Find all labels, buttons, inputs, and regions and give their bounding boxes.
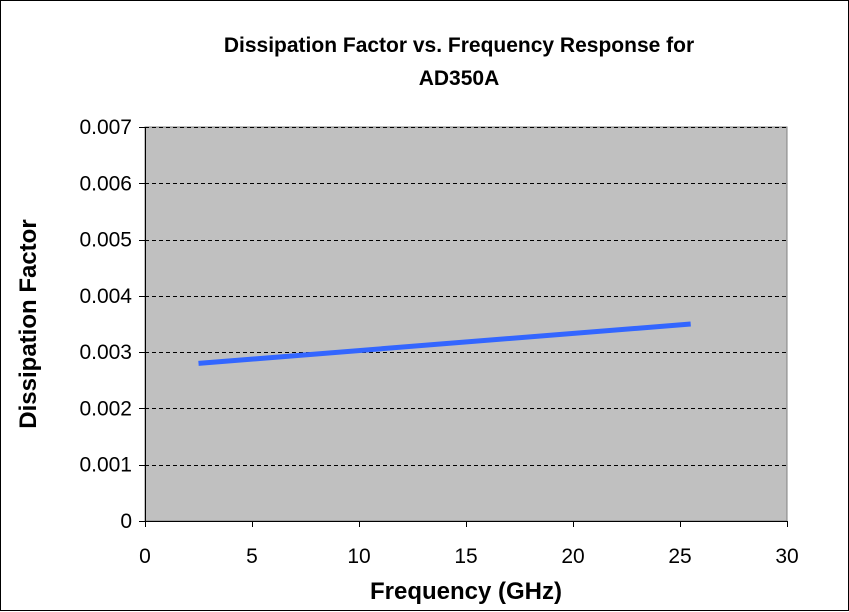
x-tick-label: 15 [454,545,477,568]
y-tick-label: 0.005 [79,229,132,252]
y-tick-label: 0.001 [79,454,132,477]
y-tick-label: 0.003 [79,341,132,364]
x-axis-title: Frequency (GHz) [370,578,562,605]
y-tick-label: 0.004 [79,285,132,308]
x-tick-labels: 0 5 10 15 20 25 30 [139,545,799,568]
y-axis-title: Dissipation Factor [15,219,42,428]
x-tick-label: 0 [139,545,151,568]
x-tick-label: 20 [561,545,584,568]
x-tick-label: 30 [775,545,798,568]
axes [139,127,788,527]
y-tick-label: 0.007 [79,116,132,139]
chart-title-line-2: AD350A [419,67,500,90]
y-tick-label: 0 [120,510,132,533]
x-tick-label: 5 [246,545,258,568]
chart-title-line-1: Dissipation Factor vs. Frequency Respons… [224,34,694,57]
series-layer [198,321,691,366]
y-tick-label: 0.006 [79,172,132,195]
grid-lines [145,127,787,466]
y-tick-labels: 0 0.001 0.002 0.003 0.004 0.005 0.006 0.007 [79,116,132,533]
x-tick-label: 10 [347,545,370,568]
x-tick-label: 25 [668,545,691,568]
series-line-0 [198,321,691,366]
y-tick-label: 0.002 [79,397,132,420]
